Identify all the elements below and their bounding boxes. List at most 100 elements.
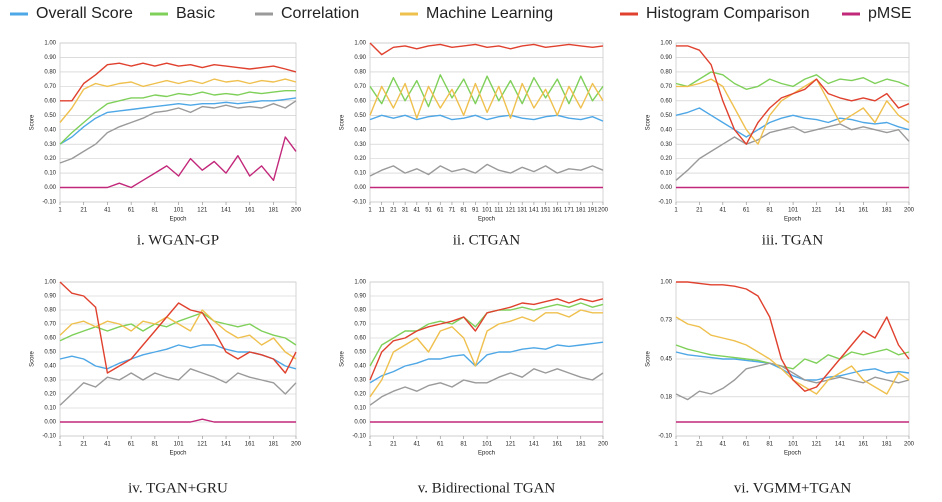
x-tick-label: 101	[788, 442, 799, 448]
x-tick-label: 51	[425, 208, 432, 214]
series-line	[59, 368, 297, 406]
x-tick-label: 81	[152, 208, 159, 214]
x-tick-label: 21	[80, 208, 87, 214]
x-tick-label: 61	[128, 208, 135, 214]
x-tick-label: 1	[58, 442, 62, 448]
x-tick-label: 161	[552, 442, 563, 448]
series-line	[59, 90, 296, 145]
y-tick-label: 1.00	[44, 41, 56, 47]
x-tick-label: 111	[494, 208, 504, 214]
y-tick-label: 0.70	[44, 322, 56, 328]
x-tick-label: 200	[904, 442, 915, 448]
legend-label: Correlation	[281, 5, 359, 22]
chart-caption: iv. TGAN+GRU	[128, 480, 228, 496]
x-tick-label: 21	[390, 208, 397, 214]
x-tick-label: 141	[835, 442, 846, 448]
y-tick-label: 0.00	[44, 420, 56, 426]
series-line	[369, 163, 604, 177]
x-tick-label: 21	[390, 442, 397, 448]
x-tick-label: 181	[882, 442, 893, 448]
y-axis-label: Score	[30, 114, 36, 130]
x-axis-label: Epoch	[784, 451, 801, 457]
series-line	[369, 298, 604, 381]
y-tick-label: 0.40	[660, 127, 672, 133]
x-tick-label: 101	[788, 208, 799, 214]
x-tick-label: 181	[576, 208, 587, 214]
y-tick-label: 0.30	[44, 142, 56, 148]
x-tick-label: 81	[460, 208, 467, 214]
y-tick-label: -0.10	[352, 434, 366, 440]
x-tick-label: 71	[449, 208, 456, 214]
y-tick-label: 0.30	[354, 142, 366, 148]
y-tick-label: 0.50	[354, 113, 366, 119]
series-line	[60, 418, 296, 423]
x-axis-label: Epoch	[478, 217, 495, 223]
x-tick-label: 200	[291, 208, 302, 214]
series-line	[59, 100, 297, 164]
y-axis-label: Score	[30, 351, 36, 367]
series-line	[675, 123, 910, 181]
x-tick-label: 11	[379, 208, 386, 214]
x-tick-label: 161	[858, 442, 869, 448]
series-line	[675, 351, 910, 381]
y-tick-label: 0.20	[44, 392, 56, 398]
series-line	[369, 368, 604, 406]
y-tick-label: 0.60	[660, 98, 672, 104]
chart-caption: vi. VGMM+TGAN	[734, 480, 852, 496]
x-tick-label: 1	[674, 208, 678, 214]
x-axis-label: Epoch	[478, 451, 495, 457]
x-tick-label: 141	[529, 442, 540, 448]
x-tick-label: 1	[368, 208, 372, 214]
y-tick-label: 0.10	[354, 406, 366, 412]
plot-area	[369, 281, 604, 437]
x-tick-label: 41	[104, 442, 111, 448]
y-tick-label: 0.80	[354, 69, 366, 75]
y-tick-label: 0.90	[660, 55, 672, 61]
chart-caption: ii. CTGAN	[453, 232, 521, 248]
y-tick-label: 0.40	[354, 127, 366, 133]
y-tick-label: 1.00	[354, 41, 366, 47]
x-tick-label: 161	[245, 208, 256, 214]
series-line	[59, 78, 297, 123]
y-tick-label: 0.45	[660, 357, 672, 363]
y-tick-label: 0.30	[354, 378, 366, 384]
series-line	[59, 309, 297, 360]
y-tick-label: 0.10	[660, 171, 672, 177]
y-tick-label: 0.10	[354, 171, 366, 177]
y-tick-label: 0.00	[660, 185, 672, 191]
x-tick-label: 121	[505, 208, 516, 214]
y-tick-label: 0.70	[354, 322, 366, 328]
y-tick-label: 0.80	[354, 308, 366, 314]
x-tick-label: 61	[437, 442, 444, 448]
y-tick-label: 0.60	[354, 336, 366, 342]
x-tick-label: 181	[268, 442, 279, 448]
x-tick-label: 161	[552, 208, 563, 214]
y-tick-label: 0.10	[44, 406, 56, 412]
series-line	[369, 114, 604, 122]
y-tick-label: 0.30	[44, 378, 56, 384]
x-tick-label: 41	[719, 442, 726, 448]
y-tick-label: -0.10	[42, 200, 56, 206]
legend-label: Basic	[176, 5, 215, 22]
x-tick-label: 121	[197, 208, 208, 214]
x-tick-label: 101	[174, 442, 185, 448]
x-tick-label: 81	[766, 208, 773, 214]
plot-area	[369, 42, 604, 203]
x-tick-label: 200	[598, 208, 609, 214]
x-tick-label: 141	[221, 442, 232, 448]
legend-label: Histogram Comparison	[646, 5, 810, 22]
y-tick-label: 0.10	[44, 171, 56, 177]
y-axis-label: Score	[646, 351, 652, 367]
x-tick-label: 61	[743, 442, 750, 448]
y-tick-label: 1.00	[44, 280, 56, 286]
x-tick-label: 21	[80, 442, 87, 448]
x-tick-label: 61	[437, 208, 444, 214]
y-tick-label: 1.00	[660, 280, 672, 286]
chart-caption: iii. TGAN	[762, 232, 824, 248]
x-tick-label: 200	[904, 208, 915, 214]
x-tick-label: 121	[811, 208, 822, 214]
x-tick-label: 121	[505, 442, 516, 448]
y-tick-label: -0.10	[658, 434, 672, 440]
y-tick-label: 0.20	[354, 392, 366, 398]
y-tick-label: 0.80	[660, 69, 672, 75]
